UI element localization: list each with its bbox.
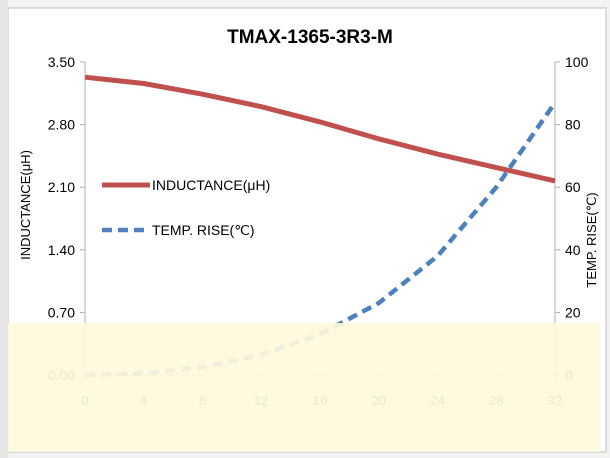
legend-label-inductance: INDUCTANCE(μH) — [152, 177, 270, 193]
legend: INDUCTANCE(μH) TEMP. RISE(℃) — [102, 177, 270, 238]
y2-axis-label: TEMP. RISE(℃) — [584, 192, 599, 287]
y-tick-label: 2.80 — [48, 117, 75, 133]
y2-tick-label: 40 — [565, 242, 581, 258]
y-tick-label: 3.50 — [48, 54, 75, 70]
selection-overlay — [8, 323, 600, 452]
y-tick-label: 0.70 — [48, 304, 75, 320]
left-edge-strip — [0, 0, 8, 458]
y2-tick-label: 20 — [565, 304, 581, 320]
legend-label-temp-rise: TEMP. RISE(℃) — [152, 222, 255, 238]
chart-title: TMAX-1365-3R3-M — [227, 27, 393, 48]
y-tick-label: 2.10 — [48, 179, 75, 195]
y2-tick-label: 60 — [565, 179, 581, 195]
y-axis-label: INDUCTANCE(μH) — [18, 150, 33, 260]
y-tick-label: 1.40 — [48, 242, 75, 258]
series-line-inductance — [84, 74, 556, 184]
y2-tick-label: 80 — [565, 117, 581, 133]
y2-tick-label: 100 — [565, 54, 589, 70]
